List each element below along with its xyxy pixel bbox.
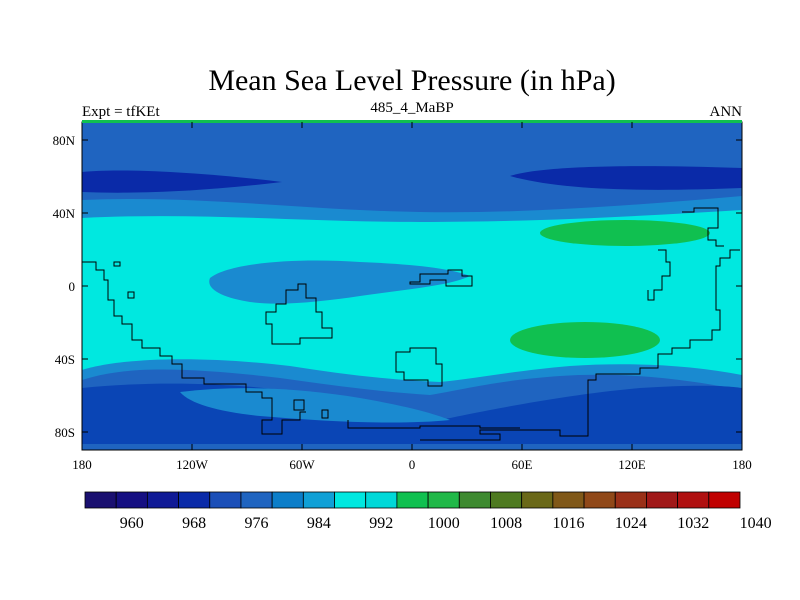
- colorbar-swatch: [614, 491, 647, 509]
- colorbar-swatch: [708, 491, 741, 509]
- colorbar-swatch: [490, 491, 523, 509]
- colorbar-swatch: [365, 491, 398, 509]
- lat-tick-label: 0: [69, 279, 76, 294]
- colorbar-label: 1008: [490, 515, 522, 532]
- colorbar-swatch: [146, 491, 179, 509]
- coast-island-b: [321, 409, 329, 419]
- pressure-field: [82, 122, 742, 450]
- coast-island-a: [293, 399, 305, 411]
- colorbar-swatch: [458, 491, 491, 509]
- coast-east: [420, 249, 740, 441]
- colorbar-swatch: [240, 491, 273, 509]
- map-title: Mean Sea Level Pressure (in hPa): [208, 64, 615, 97]
- colorbar-label: 1040: [740, 515, 772, 532]
- lon-tick-label: 180: [732, 457, 752, 472]
- coast-equatorial-island: [409, 269, 473, 287]
- colorbar-swatch: [178, 491, 211, 509]
- lat-tick-label: 40N: [53, 206, 76, 221]
- colorbar: [84, 491, 741, 509]
- tick-marks: [82, 122, 742, 450]
- colorbar-swatch: [677, 491, 710, 509]
- coastlines: [82, 207, 740, 441]
- coast-africa: [395, 347, 443, 387]
- field-band-992-south: [180, 388, 450, 423]
- lon-tick-label: 120E: [618, 457, 646, 472]
- coast-south-america: [265, 283, 333, 345]
- colorbar-label: 968: [182, 515, 206, 532]
- coast-island-d: [127, 291, 135, 299]
- colorbar-swatch: [302, 491, 335, 509]
- period-label: 485_4_MaBP: [370, 100, 453, 116]
- colorbar-swatch: [209, 491, 242, 509]
- coast-antarctic: [347, 420, 520, 429]
- coast-island-c: [113, 261, 121, 267]
- lon-tick-label: 60E: [512, 457, 533, 472]
- coast-east-peninsula: [647, 249, 671, 301]
- field-lobe-992: [209, 260, 470, 304]
- lon-tick-label: 120W: [176, 457, 209, 472]
- colorbar-swatch: [271, 491, 304, 509]
- colorbar-label: 976: [245, 515, 269, 532]
- map-top-edge: [82, 120, 742, 123]
- coast-north-east: [682, 207, 724, 247]
- colorbar-label: 960: [120, 515, 144, 532]
- colorbar-swatch: [115, 491, 148, 509]
- colorbar-label: 984: [307, 515, 331, 532]
- colorbar-swatch: [646, 491, 679, 509]
- field-low-north-west: [82, 170, 282, 193]
- colorbar-label: 1016: [552, 515, 584, 532]
- field-high-north: [540, 220, 710, 246]
- season-label: ANN: [710, 104, 743, 120]
- latitude-labels: 80N 40N 0 40S 80S: [53, 133, 76, 440]
- lon-tick-label: 180: [72, 457, 92, 472]
- experiment-label: Expt = tfKEt: [82, 104, 160, 120]
- longitude-labels: 180 120W 60W 0 60E 120E 180: [72, 457, 752, 472]
- colorbar-label: 1024: [615, 515, 647, 532]
- lon-tick-label: 60W: [289, 457, 315, 472]
- lon-tick-label: 0: [409, 457, 416, 472]
- colorbar-swatch: [521, 491, 554, 509]
- colorbar-label: 1000: [428, 515, 460, 532]
- colorbar-swatch: [334, 491, 367, 509]
- colorbar-swatch: [427, 491, 460, 509]
- colorbar-labels: 960 968 976 984 992 1000 1008 1016 1024 1032 1040: [120, 515, 772, 532]
- field-high-south: [510, 322, 660, 358]
- colorbar-label: 992: [369, 515, 393, 532]
- colorbar-label: 1032: [677, 515, 709, 532]
- colorbar-swatch: [84, 491, 117, 509]
- field-low-north-east: [510, 166, 742, 190]
- colorbar-swatch: [396, 491, 429, 509]
- lat-tick-label: 80S: [55, 425, 75, 440]
- lat-tick-label: 40S: [55, 352, 75, 367]
- colorbar-swatch: [583, 491, 616, 509]
- lat-tick-label: 80N: [53, 133, 76, 148]
- colorbar-swatch: [552, 491, 585, 509]
- coast-west: [82, 261, 306, 435]
